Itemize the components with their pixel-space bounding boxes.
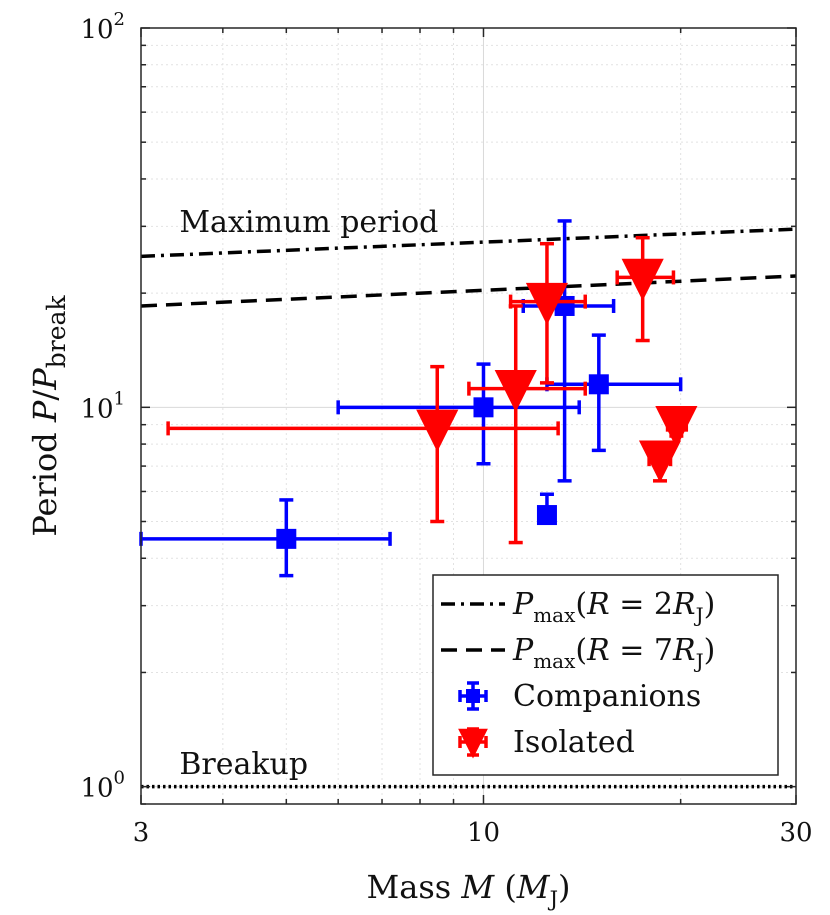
y-tick-label: 102 <box>80 9 125 45</box>
reference-lines <box>141 227 796 789</box>
series-isolated <box>166 235 698 545</box>
breakup-annotation: Breakup <box>179 747 308 782</box>
legend-label: Pmax(R = 7RJ) <box>512 633 715 673</box>
line-dashed <box>141 274 796 308</box>
legend-label: Pmax(R = 2RJ) <box>512 587 715 627</box>
x-tick-label: 3 <box>133 818 150 848</box>
series-companions <box>139 219 683 578</box>
data-point <box>655 405 698 449</box>
legend-item: Pmax(R = 2RJ) <box>441 587 715 627</box>
y-axis-label-group: Period P/Pbreak <box>26 295 71 537</box>
legend-marker <box>466 689 480 703</box>
triangle-marker <box>494 369 537 413</box>
y-tick-label: 101 <box>80 388 125 424</box>
triangle-marker <box>621 258 664 301</box>
square-marker <box>588 374 609 395</box>
y-tick-label: 100 <box>80 768 125 804</box>
square-marker <box>473 397 494 418</box>
triangle-marker <box>416 409 459 452</box>
legend-item: Isolated <box>458 725 635 760</box>
legend: Pmax(R = 2RJ) Pmax(R = 7RJ) Companions Isol… <box>432 574 779 776</box>
y-axis-label: Period P/Pbreak <box>26 295 71 537</box>
triangle-marker <box>525 282 569 325</box>
data-point <box>336 362 581 466</box>
triangle-marker <box>655 405 698 449</box>
data-point <box>467 304 587 545</box>
x-axis-label: Mass M (MJ) <box>367 868 571 911</box>
data-point <box>536 492 557 526</box>
data-point <box>508 241 587 385</box>
legend-label: Companions <box>513 679 701 714</box>
axes-box <box>140 27 797 805</box>
legend-item: Pmax(R = 7RJ) <box>441 633 715 673</box>
data-point <box>615 235 676 343</box>
square-marker <box>276 528 297 549</box>
legend-item: Companions <box>458 679 701 714</box>
legend-marker <box>458 728 488 759</box>
x-tick-label: 30 <box>779 818 812 848</box>
triangle-marker <box>638 440 682 483</box>
square-marker <box>536 505 557 526</box>
max-period-annotation: Maximum period <box>179 205 438 240</box>
data-point <box>638 440 682 483</box>
data-point <box>166 364 560 524</box>
line-dashdot <box>141 227 796 259</box>
legend-box <box>432 574 779 776</box>
legend-label: Isolated <box>513 725 635 760</box>
x-tick-label: 10 <box>467 818 500 848</box>
ticks <box>140 27 797 805</box>
